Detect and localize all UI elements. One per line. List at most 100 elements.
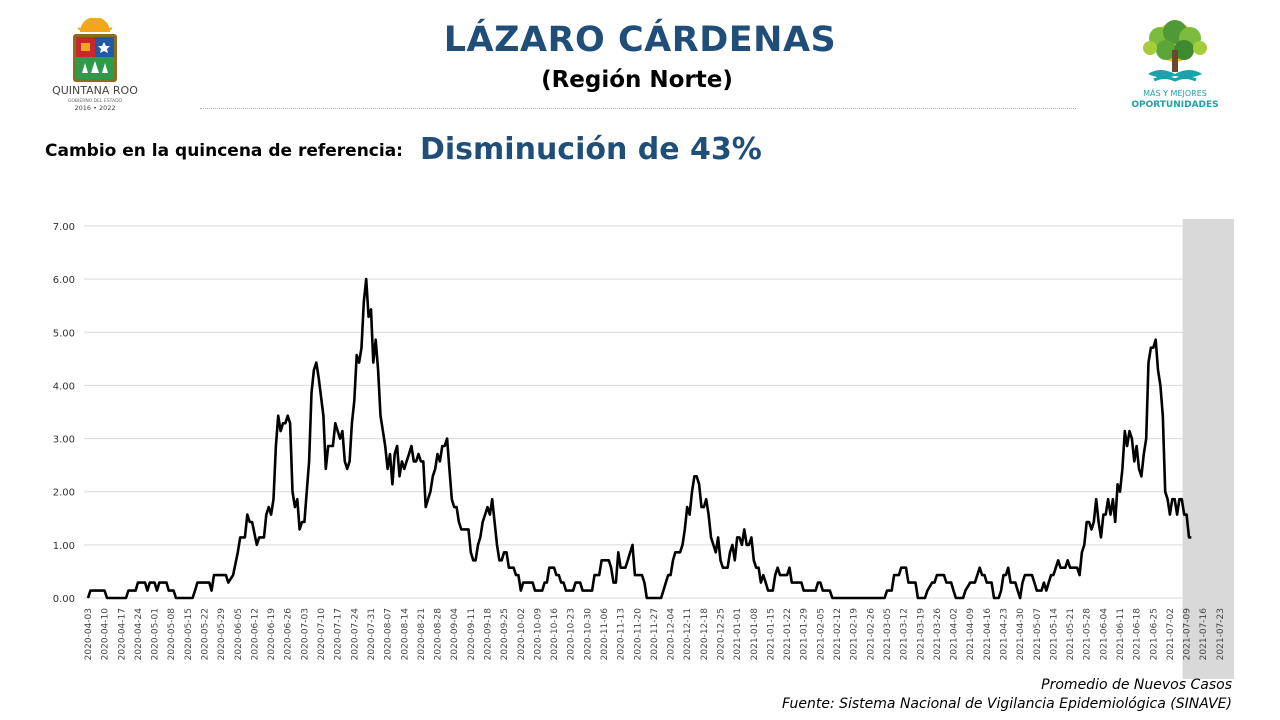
series-line <box>86 277 1192 600</box>
x-tick-label: 2021-05-28 <box>1083 608 1093 661</box>
x-tick-label: 2020-05-08 <box>167 608 177 661</box>
x-tick-label: 2021-07-02 <box>1166 608 1176 660</box>
x-tick-label: 2021-04-30 <box>1016 608 1026 661</box>
x-tick-label: 2021-06-18 <box>1133 608 1143 661</box>
x-tick-label: 2021-05-07 <box>1033 608 1043 660</box>
x-tick-label: 2020-08-28 <box>434 608 444 661</box>
series-layer <box>86 277 1192 600</box>
x-tick-label: 2020-12-11 <box>683 608 693 660</box>
x-tick-label: 2021-07-09 <box>1183 608 1193 661</box>
x-tick-label: 2021-06-04 <box>1099 608 1109 661</box>
x-tick-label: 2021-01-08 <box>750 608 760 661</box>
y-tick-label: 4.00 <box>53 381 75 392</box>
y-tick-label: 6.00 <box>53 275 75 286</box>
x-tick-label: 2021-04-02 <box>950 608 960 660</box>
y-tick-label: 7.00 <box>53 222 75 233</box>
y-tick-label: 0.00 <box>53 594 75 605</box>
x-tick-label: 2020-08-07 <box>384 608 394 660</box>
header-divider <box>200 108 1076 109</box>
x-tick-label: 2020-11-27 <box>650 608 660 660</box>
right-logo-line2: OPORTUNIDADES <box>1131 100 1218 110</box>
x-tick-label: 2021-03-19 <box>916 608 926 661</box>
x-tick-label: 2020-06-26 <box>284 608 294 661</box>
x-tick-label: 2021-05-14 <box>1049 608 1059 661</box>
x-tick-label: 2020-09-25 <box>500 608 510 660</box>
page-title: LÁZARO CÁRDENAS <box>443 20 837 60</box>
x-tick-label: 2021-02-19 <box>850 608 860 661</box>
oportunidades-logo: MÁS Y MEJORES OPORTUNIDADES <box>1120 20 1230 115</box>
x-tick-label: 2020-05-22 <box>201 608 211 660</box>
x-tick-label: 2020-10-23 <box>567 608 577 660</box>
x-tick-label: 2020-12-04 <box>667 608 677 661</box>
x-tick-label: 2020-05-15 <box>184 608 194 660</box>
x-tick-label: 2020-10-09 <box>533 608 543 661</box>
left-logo-name: QUINTANA ROO <box>52 84 138 97</box>
x-tick-label: 2020-06-12 <box>250 608 260 660</box>
highlight-layer <box>1182 219 1234 679</box>
x-tick-label: 2020-04-17 <box>117 608 127 660</box>
x-tick-label: 2021-02-26 <box>866 608 876 661</box>
series-caption: Promedio de Nuevos Casos <box>1041 677 1232 693</box>
x-tick-label: 2021-07-23 <box>1216 608 1226 660</box>
x-tick-label: 2020-11-13 <box>617 608 627 660</box>
x-tick-label: 2020-06-05 <box>234 608 244 660</box>
tree-logo-icon: MÁS Y MEJORES OPORTUNIDADES <box>1131 20 1219 110</box>
x-tick-label: 2020-09-18 <box>483 608 493 661</box>
x-tick-label: 2020-07-03 <box>300 608 310 660</box>
x-axis: 2020-04-03 2020-04-10 2020-04-17 2020-04-24… <box>84 608 1226 661</box>
x-tick-label: 2021-01-29 <box>800 608 810 661</box>
x-tick-label: 2021-04-23 <box>999 608 1009 660</box>
x-tick-label: 2020-10-30 <box>583 608 593 661</box>
x-tick-label: 2020-04-10 <box>101 608 111 661</box>
y-tick-label: 5.00 <box>53 328 75 339</box>
x-tick-label: 2020-10-02 <box>517 608 527 660</box>
x-tick-label: 2020-09-04 <box>450 608 460 661</box>
x-tick-label: 2021-03-12 <box>900 608 910 660</box>
x-tick-label: 2021-04-16 <box>983 608 993 661</box>
x-tick-label: 2020-08-21 <box>417 608 427 660</box>
x-tick-label: 2021-06-11 <box>1116 608 1126 660</box>
x-tick-label: 2021-02-05 <box>816 608 826 660</box>
x-tick-label: 2021-01-15 <box>766 608 776 660</box>
quintana-roo-logo: QUINTANA ROO GOBIERNO DEL ESTADO 2016 • … <box>40 17 150 114</box>
x-tick-label: 2020-06-19 <box>267 608 277 661</box>
page-subtitle: (Región Norte) <box>541 67 733 93</box>
x-tick-label: 2021-05-21 <box>1066 608 1076 660</box>
x-tick-label: 2020-12-18 <box>700 608 710 661</box>
right-logo-line1: MÁS Y MEJORES <box>1143 87 1207 98</box>
change-value: Disminución de 43% <box>420 132 762 167</box>
quintana-roo-shield-icon: QUINTANA ROO GOBIERNO DEL ESTADO 2016 • … <box>52 17 138 112</box>
x-tick-label: 2021-06-25 <box>1149 608 1159 660</box>
x-tick-label: 2020-08-14 <box>400 608 410 661</box>
x-tick-label: 2020-07-31 <box>367 608 377 660</box>
x-tick-label: 2021-03-26 <box>933 608 943 661</box>
x-tick-label: 2021-07-16 <box>1199 608 1209 661</box>
x-tick-label: 2020-05-29 <box>217 608 227 661</box>
x-tick-label: 2021-01-22 <box>783 608 793 660</box>
x-tick-label: 2020-10-16 <box>550 608 560 661</box>
change-label: Cambio en la quincena de referencia: <box>45 141 403 161</box>
x-tick-label: 2020-11-06 <box>600 608 610 661</box>
x-tick-label: 2021-03-05 <box>883 608 893 660</box>
x-tick-label: 2020-05-01 <box>151 608 161 660</box>
x-tick-label: 2020-07-10 <box>317 608 327 661</box>
y-tick-label: 1.00 <box>53 541 75 552</box>
x-tick-label: 2021-04-09 <box>966 608 976 661</box>
x-tick-label: 2020-07-24 <box>350 608 360 661</box>
x-tick-label: 2021-02-12 <box>833 608 843 660</box>
source-caption: Fuente: Sistema Nacional de Vigilancia E… <box>782 696 1232 712</box>
x-tick-label: 2020-12-25 <box>717 608 727 660</box>
x-tick-label: 2020-07-17 <box>334 608 344 660</box>
x-tick-label: 2020-11-20 <box>633 608 643 661</box>
x-tick-label: 2020-04-24 <box>134 608 144 661</box>
x-tick-label: 2020-04-03 <box>84 608 94 660</box>
cases-line-chart: 0.00 1.00 2.00 3.00 4.00 5.00 6.00 7.00 2020-04… <box>53 219 1234 679</box>
left-logo-years: 2016 • 2022 <box>74 104 115 112</box>
highlight-band <box>1182 219 1234 679</box>
left-logo-tagline: GOBIERNO DEL ESTADO <box>68 98 123 104</box>
y-axis: 0.00 1.00 2.00 3.00 4.00 5.00 6.00 7.00 <box>53 222 75 605</box>
x-tick-label: 2021-01-01 <box>733 608 743 660</box>
x-tick-label: 2020-09-11 <box>467 608 477 660</box>
y-tick-label: 2.00 <box>53 488 75 499</box>
y-tick-label: 3.00 <box>53 435 75 446</box>
